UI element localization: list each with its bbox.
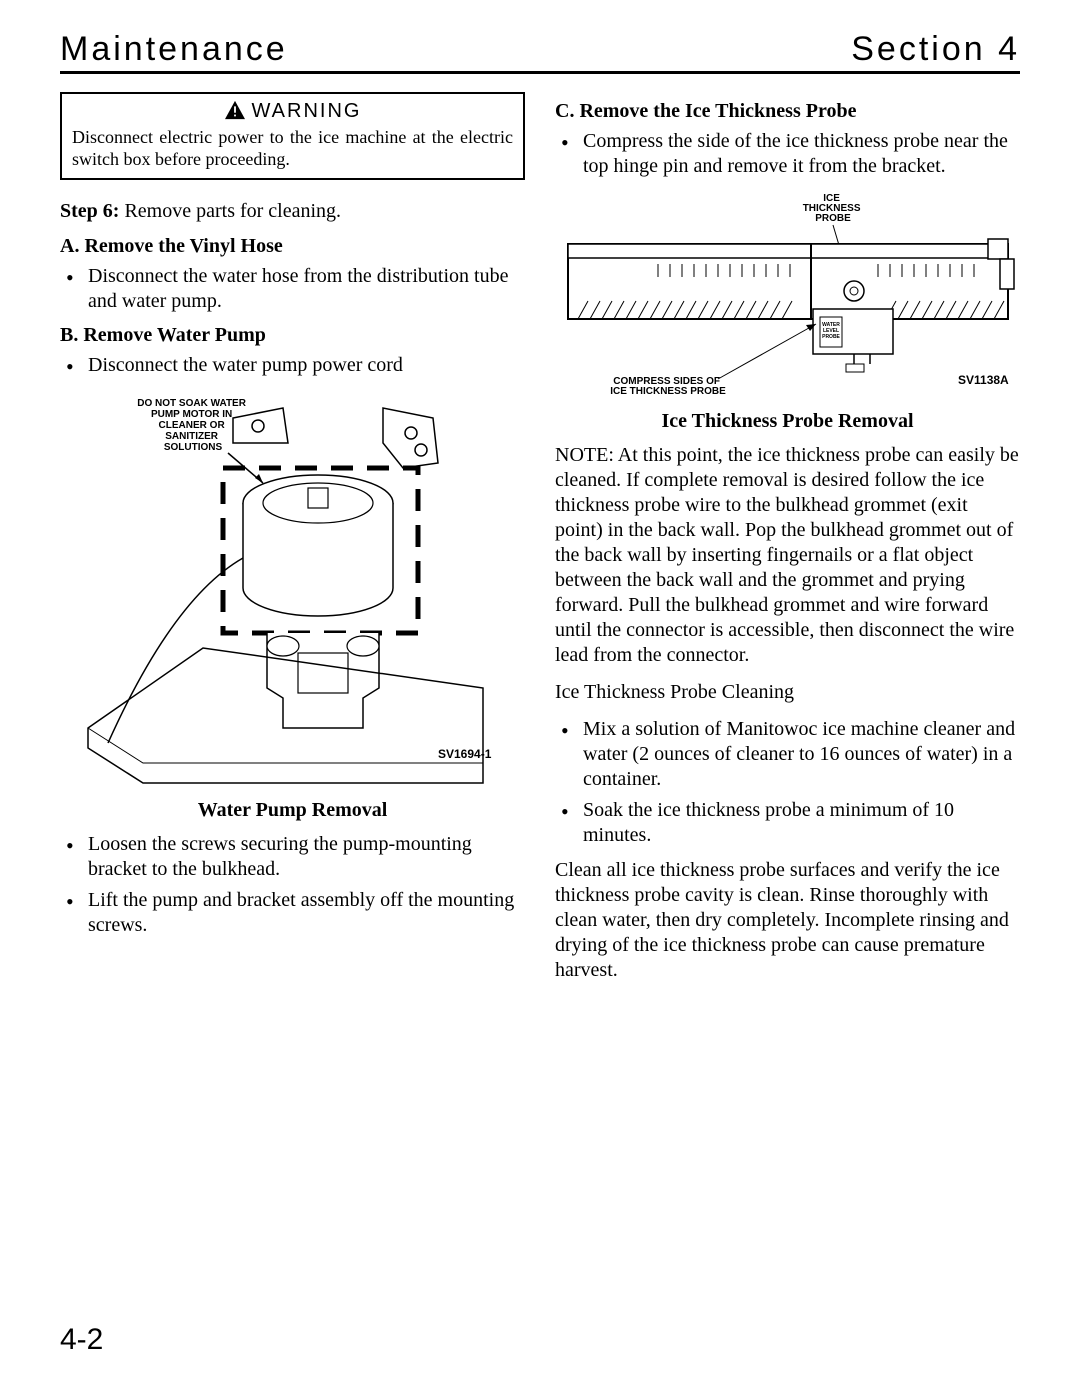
subhead-c: C. Remove the Ice Thickness Probe	[555, 100, 1020, 123]
bullets-cleaning: Mix a solution of Manitowoc ice machine …	[555, 717, 1020, 848]
right-column: C. Remove the Ice Thickness Probe Compre…	[555, 92, 1020, 995]
list-item: Mix a solution of Manitowoc ice machine …	[583, 717, 1020, 792]
ice-probe-diagram: ICE THICKNESS PROBE	[558, 189, 1018, 399]
list-item: Compress the side of the ice thickness p…	[583, 129, 1020, 179]
svg-text:SV1138A: SV1138A	[958, 373, 1009, 387]
warning-box: WARNING Disconnect electric power to the…	[60, 92, 525, 180]
list-item: Disconnect the water pump power cord	[88, 353, 525, 378]
bullets-a: Disconnect the water hose from the distr…	[60, 264, 525, 314]
warning-icon	[224, 100, 246, 120]
warning-title: WARNING	[72, 100, 513, 123]
svg-text:DO NOT SOAK WATER: DO NOT SOAK WATER PUMP MOTOR IN CLEANER …	[137, 398, 248, 453]
header-title-left: Maintenance	[60, 30, 288, 69]
list-item: Soak the ice thickness probe a minimum o…	[583, 798, 1020, 848]
water-pump-diagram: DO NOT SOAK WATER PUMP MOTOR IN CLEANER …	[83, 388, 503, 788]
cleaning-paragraph: Clean all ice thickness probe surfaces a…	[555, 858, 1020, 983]
svg-text:WATERLEVELPROBE: WATERLEVELPROBE	[822, 322, 840, 340]
left-column: WARNING Disconnect electric power to the…	[60, 92, 525, 995]
bullets-c: Compress the side of the ice thickness p…	[555, 129, 1020, 179]
list-item: Lift the pump and bracket assembly off t…	[88, 888, 525, 938]
step-6-text: Remove parts for cleaning.	[119, 200, 341, 222]
list-item: Disconnect the water hose from the distr…	[88, 264, 525, 314]
svg-text:COMPRESS SIDES OF: COMPRESS SIDES OF ICE THICKNESS PROBE	[610, 376, 726, 397]
figure-water-pump: DO NOT SOAK WATER PUMP MOTOR IN CLEANER …	[60, 388, 525, 793]
fig-caption-water-pump: Water Pump Removal	[60, 799, 525, 822]
svg-text:SV1694-1: SV1694-1	[438, 747, 492, 761]
page-header: Maintenance Section 4	[60, 30, 1020, 74]
page-number: 4-2	[60, 1323, 103, 1357]
note-paragraph: NOTE: At this point, the ice thickness p…	[555, 443, 1020, 668]
step-6-label: Step 6:	[60, 200, 119, 222]
figure-ice-probe: ICE THICKNESS PROBE	[555, 189, 1020, 404]
columns: WARNING Disconnect electric power to the…	[60, 92, 1020, 995]
warning-title-text: WARNING	[252, 100, 362, 122]
subhead-b: B. Remove Water Pump	[60, 324, 525, 347]
page: Maintenance Section 4 WARNING Disconnect…	[0, 0, 1080, 1397]
header-title-right: Section 4	[851, 30, 1020, 69]
bullets-b: Disconnect the water pump power cord	[60, 353, 525, 378]
subhead-a: A. Remove the Vinyl Hose	[60, 235, 525, 258]
list-item: Loosen the screws securing the pump-moun…	[88, 832, 525, 882]
step-6: Step 6: Remove parts for cleaning.	[60, 200, 525, 223]
warning-body: Disconnect electric power to the ice mac…	[72, 127, 513, 170]
bullets-b2: Loosen the screws securing the pump-moun…	[60, 832, 525, 938]
cleaning-title: Ice Thickness Probe Cleaning	[555, 680, 1020, 705]
fig-caption-ice-probe: Ice Thickness Probe Removal	[555, 410, 1020, 433]
svg-text:ICE THICKNESS: ICE THICKNESS PROBE	[802, 193, 863, 224]
